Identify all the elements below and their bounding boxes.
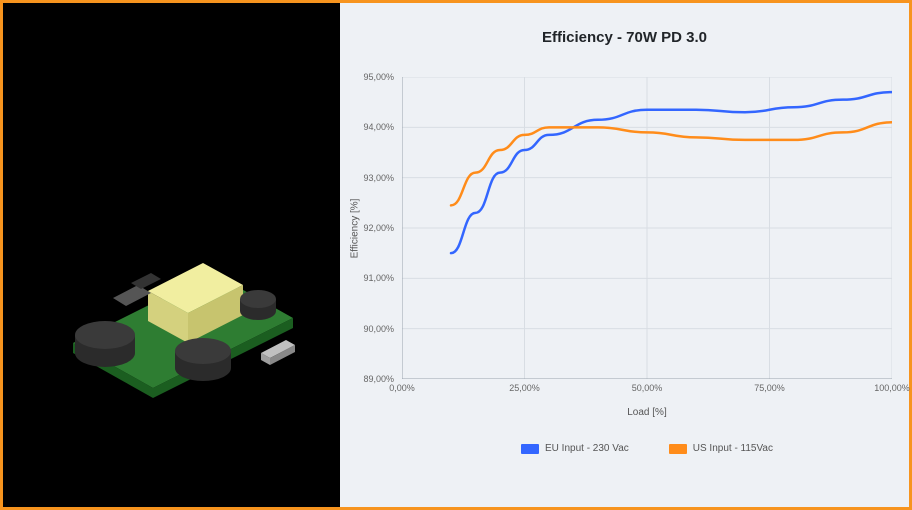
- y-axis-label: Efficiency [%]: [348, 77, 362, 379]
- chart-panel: Efficiency - 70W PD 3.0 Efficiency [%] 8…: [340, 3, 909, 507]
- x-tick-label: 100,00%: [874, 383, 910, 393]
- product-image-panel: [3, 3, 340, 507]
- pcb-render-image: [43, 203, 303, 403]
- legend-label: EU Input - 230 Vac: [545, 443, 629, 454]
- outer-frame: Efficiency - 70W PD 3.0 Efficiency [%] 8…: [0, 0, 912, 510]
- legend-item: US Input - 115Vac: [669, 443, 773, 454]
- legend-label: US Input - 115Vac: [693, 443, 773, 454]
- x-axis-label: Load [%]: [402, 407, 892, 418]
- legend-swatch: [521, 444, 539, 454]
- x-tick-label: 50,00%: [632, 383, 663, 393]
- legend-swatch: [669, 444, 687, 454]
- x-tick-label: 0,00%: [389, 383, 415, 393]
- y-tick-label: 93,00%: [363, 173, 394, 183]
- y-tick-label: 92,00%: [363, 223, 394, 233]
- y-tick-label: 95,00%: [363, 72, 394, 82]
- x-tick-label: 25,00%: [509, 383, 540, 393]
- chart-title: Efficiency - 70W PD 3.0: [340, 29, 909, 46]
- x-tick-label: 75,00%: [754, 383, 785, 393]
- y-tick-label: 90,00%: [363, 324, 394, 334]
- chart-legend: EU Input - 230 Vac US Input - 115Vac: [402, 443, 892, 454]
- y-tick-label: 91,00%: [363, 273, 394, 283]
- y-axis-ticks: 89,00%90,00%91,00%92,00%93,00%94,00%95,0…: [362, 77, 398, 379]
- x-axis-ticks: 0,00%25,00%50,00%75,00%100,00%: [402, 383, 892, 395]
- y-tick-label: 94,00%: [363, 122, 394, 132]
- legend-item: EU Input - 230 Vac: [521, 443, 629, 454]
- line-chart: [402, 77, 892, 379]
